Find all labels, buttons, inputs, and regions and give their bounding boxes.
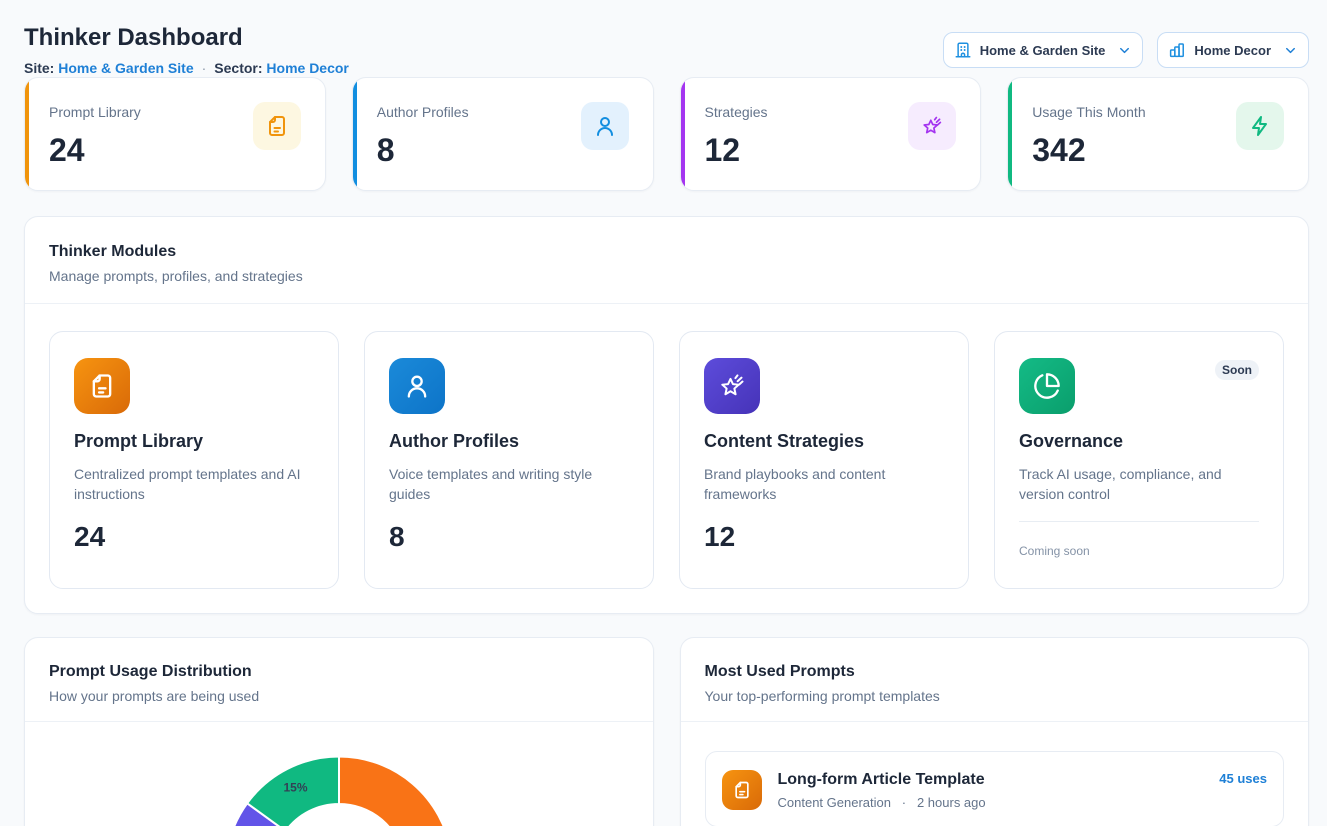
svg-text:15%: 15% <box>283 781 307 795</box>
